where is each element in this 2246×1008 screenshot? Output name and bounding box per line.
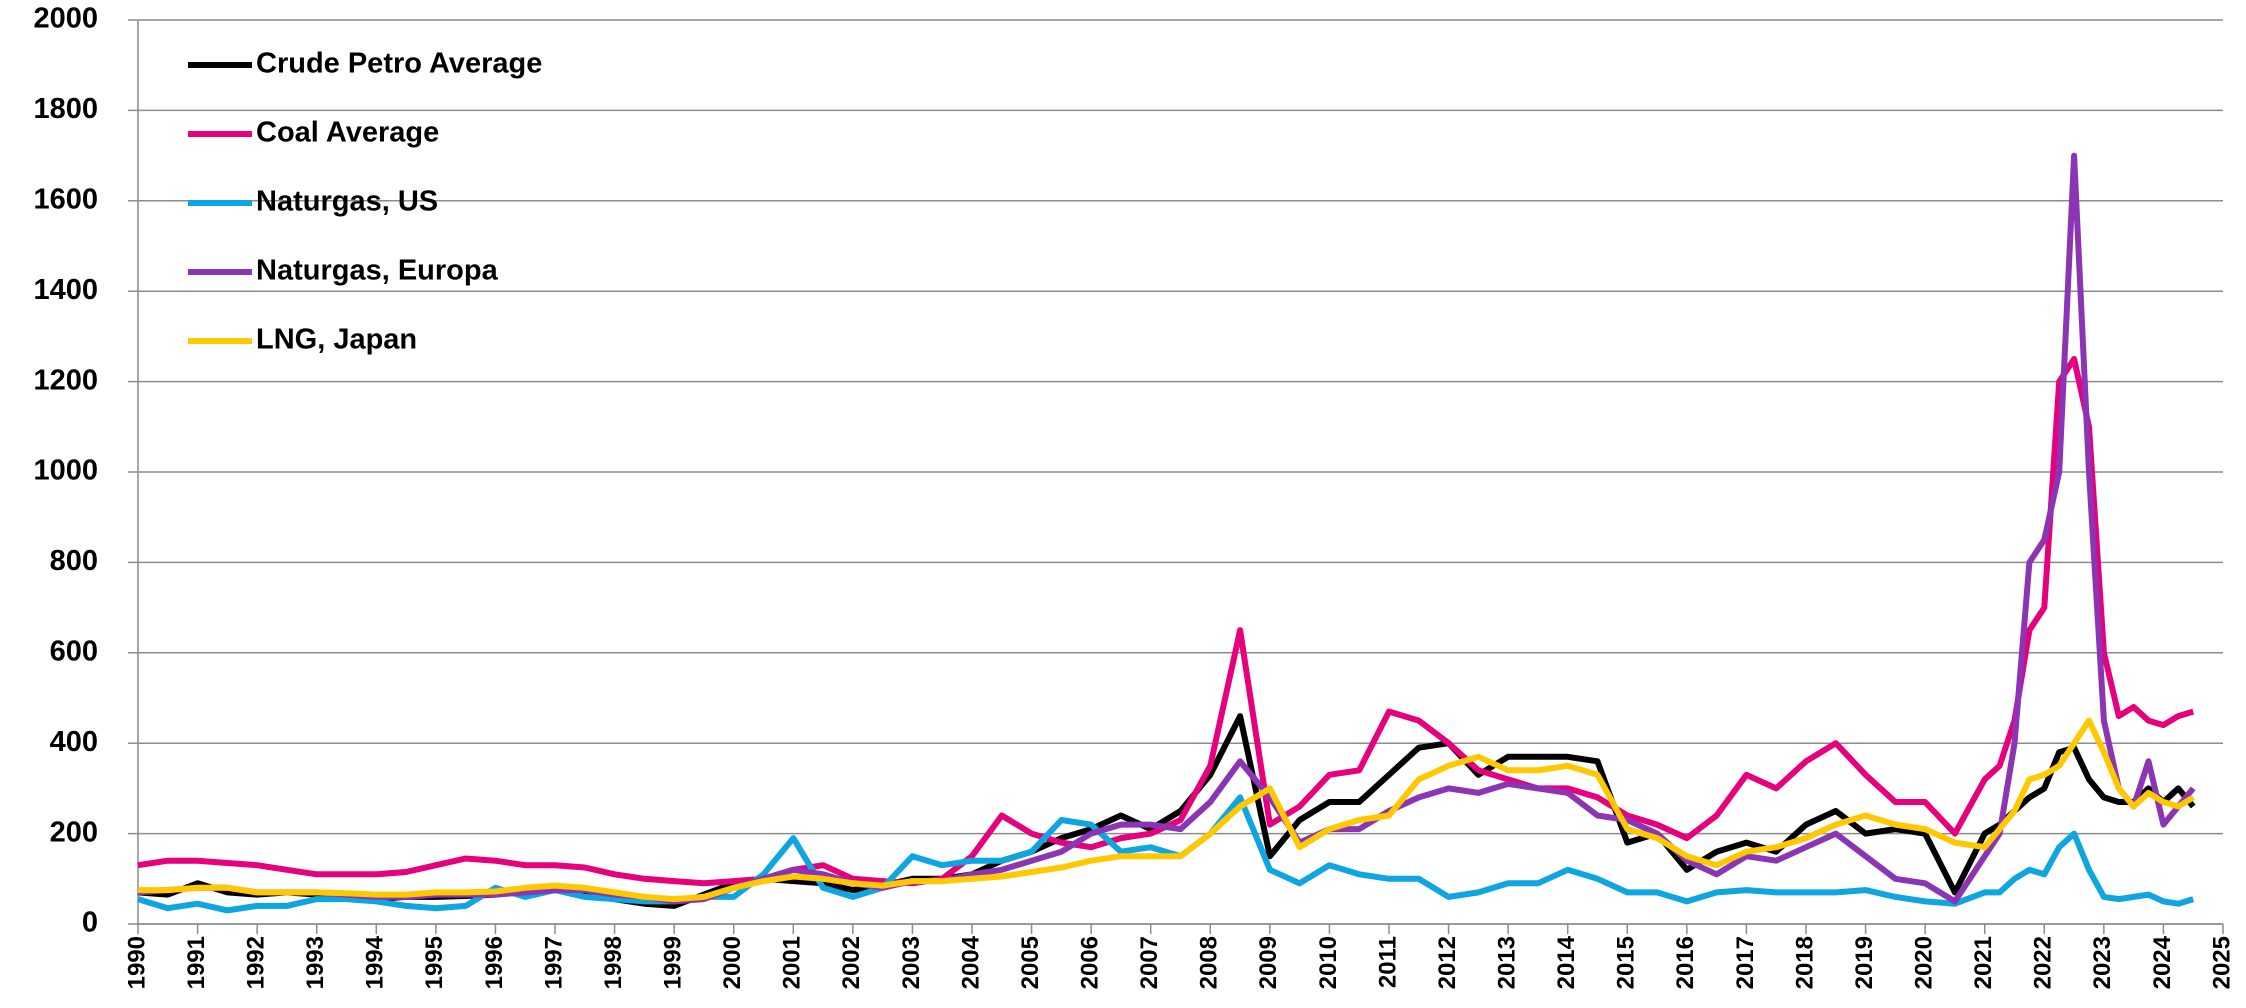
- x-tick-label: 2025: [2208, 936, 2235, 989]
- data-line: [137, 356, 2195, 887]
- x-tick-label: 2015: [1613, 936, 1640, 989]
- x-tick-label: 1991: [183, 936, 210, 989]
- x-tick-label: 2017: [1732, 936, 1759, 989]
- x-tick-label: 1994: [362, 935, 389, 989]
- y-tick-label: 1600: [33, 183, 98, 215]
- legend-label: Naturgas, US: [256, 186, 438, 218]
- x-tick-label: 2023: [2089, 936, 2116, 989]
- x-tick-label: 2002: [838, 936, 865, 989]
- y-tick-label: 1200: [33, 364, 98, 396]
- data-line: [137, 152, 2196, 905]
- x-tick-label: 2009: [1255, 936, 1282, 989]
- data-line: [138, 717, 2195, 903]
- x-tick-label: 2008: [1196, 936, 1223, 989]
- x-tick-label: 2004: [957, 935, 984, 989]
- y-tick-label: 1800: [33, 93, 98, 125]
- x-tick-label: 1996: [481, 936, 508, 989]
- x-tick-label: 1997: [540, 936, 567, 989]
- x-tick-label: 2000: [719, 936, 746, 989]
- x-tick-label: 2021: [1970, 936, 1997, 989]
- x-tick-label: 1992: [242, 936, 269, 989]
- legend-label: LNG, Japan: [256, 324, 417, 356]
- x-tick-label: 2012: [1434, 936, 1461, 989]
- y-tick-label: 0: [82, 907, 98, 939]
- legend-label: Naturgas, Europa: [256, 255, 499, 287]
- x-tick-label: 2022: [2030, 936, 2057, 989]
- x-tick-label: 2016: [1672, 936, 1699, 989]
- legend-label: Crude Petro Average: [256, 48, 542, 80]
- x-tick-label: 2013: [1493, 936, 1520, 989]
- x-tick-label: 2011: [1374, 936, 1401, 988]
- x-tick-label: 1999: [659, 936, 686, 989]
- y-tick-label: 1400: [33, 274, 98, 306]
- x-tick-label: 2020: [1910, 936, 1937, 989]
- x-tick-label: 1993: [302, 936, 329, 989]
- y-tick-label: 1000: [33, 455, 98, 487]
- x-tick-label: 2019: [1851, 936, 1878, 989]
- x-tick-label: 2001: [779, 936, 806, 989]
- y-tick-label: 2000: [33, 3, 98, 35]
- x-tick-label: 2003: [898, 936, 925, 989]
- x-tick-label: 1995: [421, 936, 448, 989]
- x-tick-label: 2024: [2149, 935, 2176, 989]
- x-tick-label: 2014: [1553, 935, 1580, 989]
- legend-label: Coal Average: [256, 117, 439, 149]
- y-tick-label: 200: [50, 816, 98, 848]
- x-tick-label: 2010: [1315, 936, 1342, 989]
- x-tick-label: 2005: [1017, 936, 1044, 989]
- x-tick-label: 2018: [1791, 936, 1818, 989]
- x-tick-label: 2006: [1076, 936, 1103, 989]
- y-tick-label: 600: [50, 635, 98, 667]
- x-tick-label: 2007: [1136, 936, 1163, 989]
- y-tick-label: 400: [50, 726, 98, 758]
- x-tick-label: 1998: [600, 936, 627, 989]
- y-tick-label: 800: [50, 545, 98, 577]
- x-tick-label: 1990: [123, 936, 150, 989]
- data-line: [137, 713, 2196, 909]
